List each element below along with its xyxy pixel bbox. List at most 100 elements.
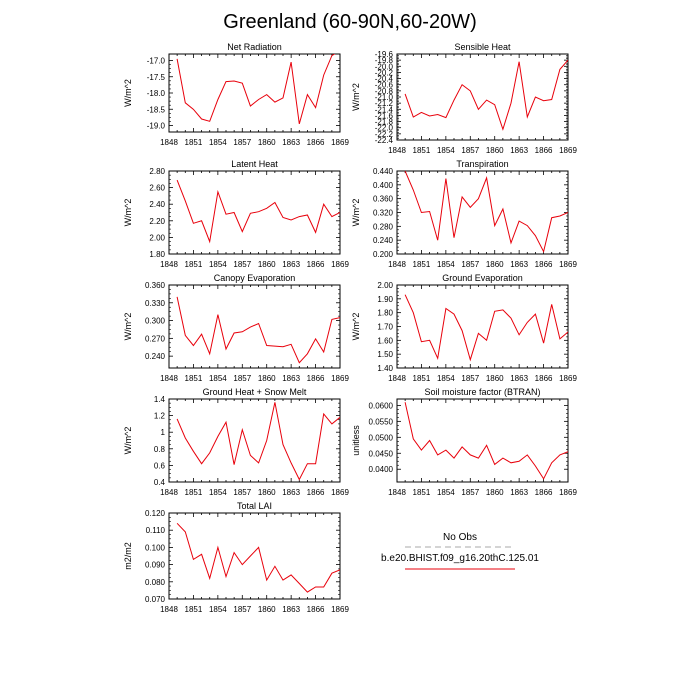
y-tick-label: -20.2 [375, 68, 394, 77]
x-tick-label: 1866 [307, 488, 325, 497]
x-tick-label: 1851 [413, 488, 431, 497]
panel-9: Total LAI 1848 1851 1854 1857 1860 1863 1866 186… [123, 501, 349, 614]
x-tick-label: 1851 [413, 374, 431, 383]
series-line [176, 522, 340, 593]
panel-title: Canopy Evaporation [214, 273, 296, 283]
y-tick-label: -21.0 [375, 93, 394, 102]
y-tick-label: 0.0550 [369, 417, 394, 426]
y-tick-label: -17.0 [147, 57, 166, 66]
y-tick-label: 0.110 [146, 526, 166, 535]
x-tick-label: 1863 [510, 146, 528, 155]
y-tick-label: 0.0500 [369, 433, 394, 442]
y-tick-label: 0.0450 [369, 449, 394, 458]
x-tick-label: 1854 [209, 488, 227, 497]
y-tick-label: -22.2 [375, 130, 394, 139]
x-tick-label: 1857 [233, 605, 251, 614]
y-tick-label: 0.8 [154, 445, 166, 454]
y-tick-label: 1.50 [377, 350, 393, 359]
series-line [176, 54, 336, 125]
plot-frame [396, 53, 569, 141]
y-tick-label: 0.090 [145, 561, 166, 570]
x-tick-label: 1863 [510, 374, 528, 383]
series-line [404, 59, 568, 131]
x-tick-label: 1860 [486, 374, 504, 383]
y-tick-label: -21.4 [375, 105, 394, 114]
x-tick-label: 1854 [437, 374, 455, 383]
y-axis-label: W/m^2 [123, 313, 133, 341]
y-tick-label: -21.6 [375, 111, 394, 120]
x-tick-label: 1869 [559, 146, 577, 155]
x-tick-label: 1848 [160, 138, 178, 147]
panel-3: Latent Heat 1848 1851 1854 1857 1860 1863 1866 1… [123, 159, 349, 269]
y-axis-label: W/m^2 [123, 199, 133, 227]
x-tick-label: 1854 [437, 146, 455, 155]
x-tick-label: 1848 [160, 260, 178, 269]
y-tick-label: 2.80 [149, 167, 165, 176]
x-tick-label: 1860 [486, 146, 504, 155]
y-tick-label: -20.4 [375, 75, 394, 84]
y-axis-label: W/m^2 [351, 83, 361, 111]
y-tick-label: 1.40 [377, 364, 393, 373]
y-tick-label: -20.8 [375, 87, 394, 96]
panel-4: Transpiration 1848 1851 1854 1857 1860 1863 186… [351, 159, 577, 269]
y-tick-label: -20.6 [375, 81, 394, 90]
x-tick-label: 1860 [258, 374, 276, 383]
series-line [404, 402, 568, 480]
y-tick-label: 0.200 [373, 250, 394, 259]
y-tick-label: -19.8 [375, 56, 394, 65]
x-tick-label: 1869 [331, 605, 349, 614]
x-tick-label: 1851 [185, 488, 203, 497]
x-tick-label: 1854 [209, 260, 227, 269]
y-tick-label: 2.20 [149, 217, 165, 226]
y-tick-label: -21.8 [375, 118, 394, 127]
x-tick-label: 1869 [559, 374, 577, 383]
y-axis-label: W/m^2 [123, 79, 133, 107]
x-tick-label: 1851 [185, 260, 203, 269]
y-tick-label: 1.70 [377, 323, 393, 332]
x-tick-label: 1866 [535, 374, 553, 383]
x-tick-label: 1860 [258, 260, 276, 269]
y-axis-label: W/m^2 [351, 199, 361, 227]
series-line [176, 402, 340, 481]
plot-frame [396, 398, 569, 483]
y-tick-label: 1.80 [377, 309, 393, 318]
plot-frame [168, 398, 341, 483]
y-tick-label: 0.360 [145, 281, 166, 290]
x-tick-label: 1854 [437, 488, 455, 497]
y-tick-label: 0.400 [373, 181, 394, 190]
y-axis-label: unitless [351, 425, 361, 456]
y-tick-label: 0.0400 [369, 465, 394, 474]
x-tick-label: 1869 [331, 488, 349, 497]
x-tick-label: 1866 [307, 260, 325, 269]
x-tick-label: 1863 [282, 605, 300, 614]
y-tick-label: 1.60 [377, 336, 393, 345]
plot-frame [168, 512, 341, 600]
x-tick-label: 1869 [559, 260, 577, 269]
y-axis-label: W/m^2 [351, 313, 361, 341]
legend: No Obs b.e20.BHIST.f09_g16.20thC.125.01 [381, 532, 539, 570]
x-tick-label: 1863 [282, 260, 300, 269]
x-tick-label: 1866 [307, 605, 325, 614]
y-tick-label: -22.4 [375, 136, 394, 145]
y-tick-label: 1.4 [154, 395, 166, 404]
y-tick-label: 0.0600 [369, 401, 394, 410]
x-tick-label: 1848 [388, 488, 406, 497]
y-tick-label: 0.300 [145, 317, 166, 326]
x-tick-label: 1869 [559, 488, 577, 497]
y-tick-label: 2.40 [149, 200, 165, 209]
y-tick-label: 0.6 [154, 461, 166, 470]
x-tick-label: 1848 [388, 146, 406, 155]
x-tick-label: 1857 [233, 138, 251, 147]
panel-1: Net Radiation 1848 1851 1854 1857 1860 1863 186… [123, 42, 349, 147]
panel-2: Sensible Heat 1848 1851 1854 1857 1860 1863 186… [351, 42, 577, 155]
x-tick-label: 1866 [535, 260, 553, 269]
x-tick-label: 1863 [510, 260, 528, 269]
x-tick-label: 1857 [461, 374, 479, 383]
plot-frame [168, 53, 341, 133]
x-tick-label: 1863 [282, 138, 300, 147]
x-tick-label: 1848 [160, 488, 178, 497]
y-tick-label: 0.360 [373, 195, 394, 204]
y-tick-label: 2.60 [149, 184, 165, 193]
panel-title: Soil moisture factor (BTRAN) [424, 387, 540, 397]
